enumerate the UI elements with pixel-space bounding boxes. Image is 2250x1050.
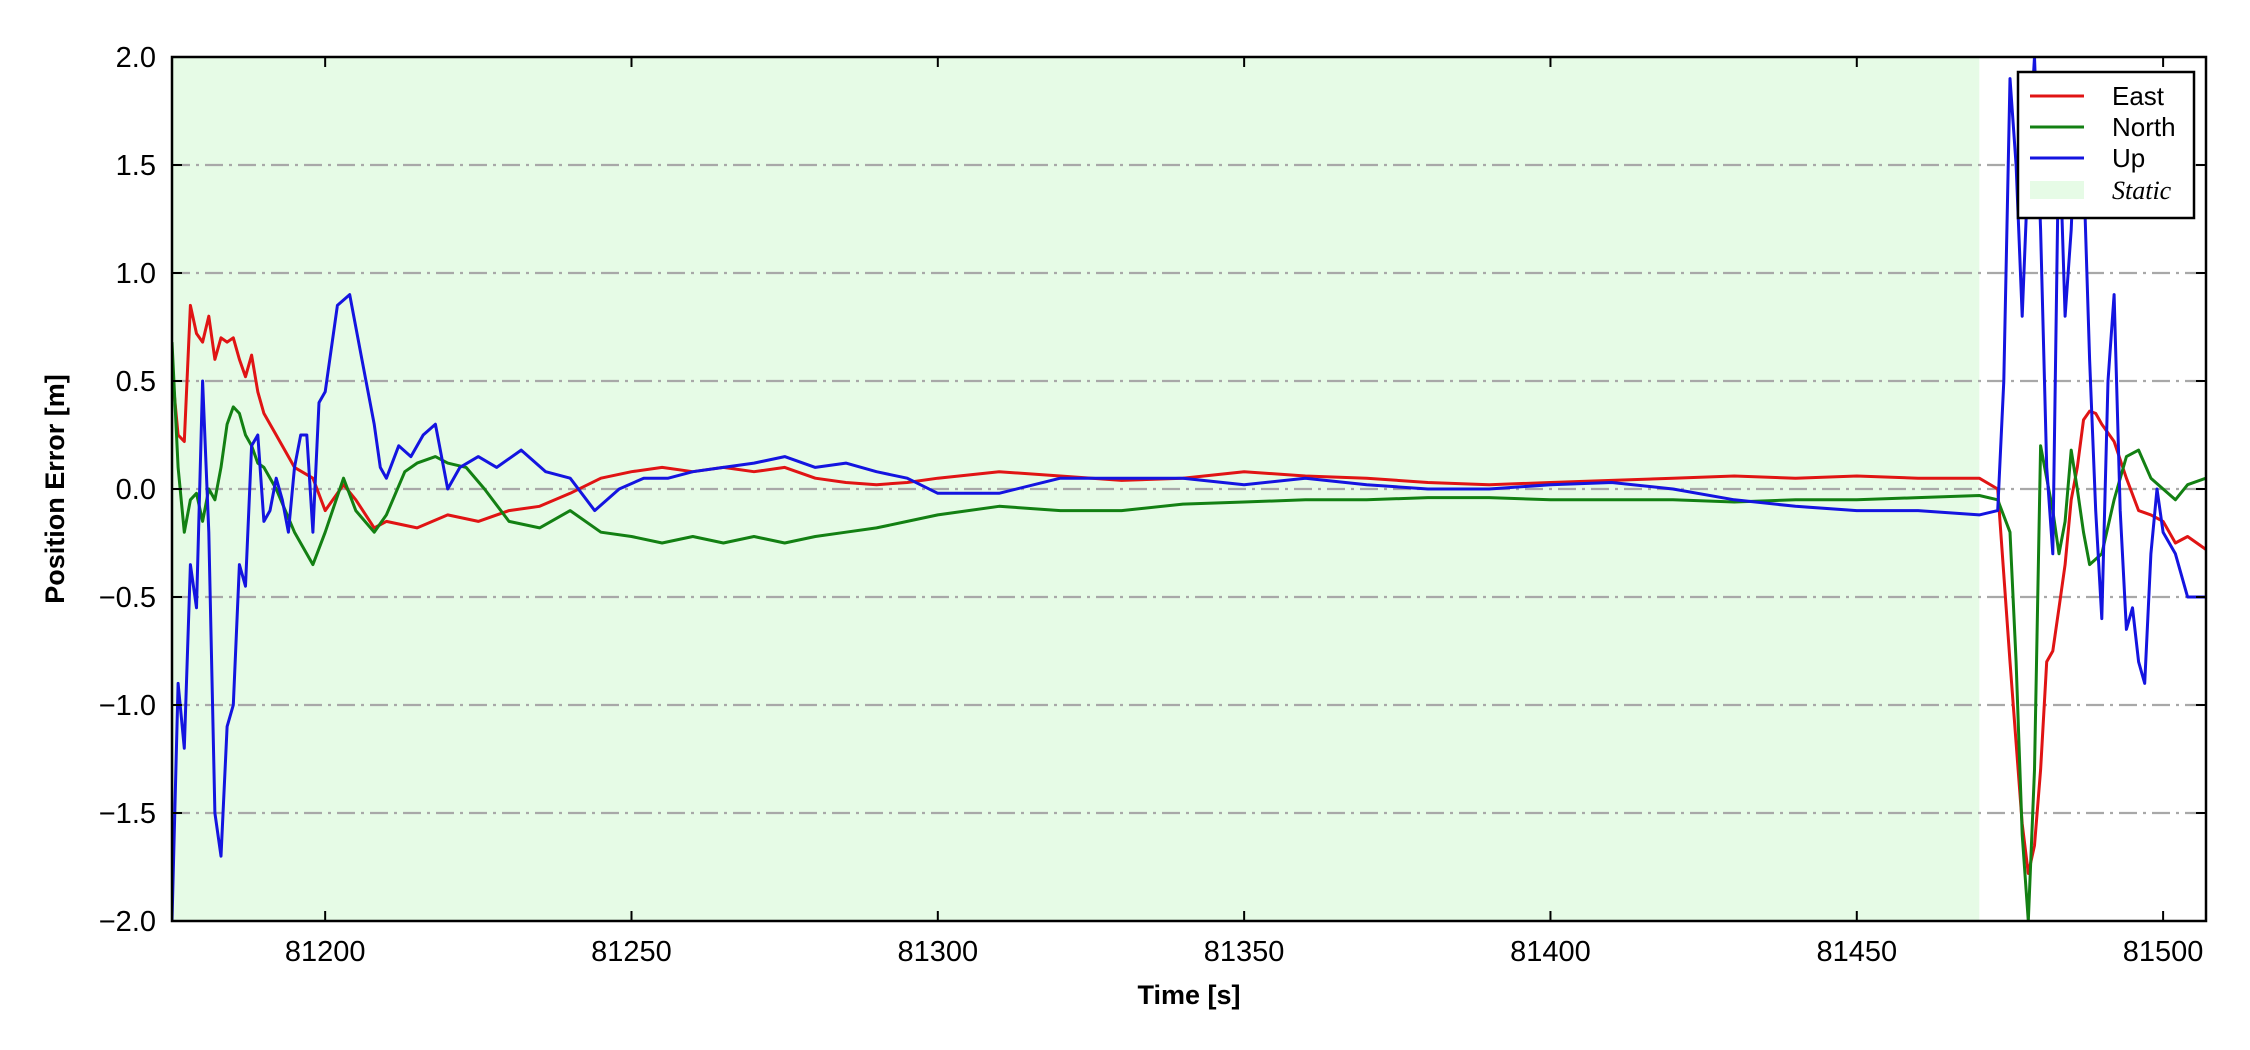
x-tick-label: 81450 xyxy=(1816,936,1897,968)
legend-label-east: East xyxy=(2112,81,2165,111)
y-tick-label: −2.0 xyxy=(99,906,156,938)
y-tick-label: −0.5 xyxy=(99,582,156,614)
y-tick-label: 1.0 xyxy=(116,258,156,290)
x-tick-label: 81350 xyxy=(1204,936,1285,968)
legend-label-up: Up xyxy=(2112,143,2145,173)
x-axis-title: Time [s] xyxy=(1137,980,1240,1010)
y-tick-label: 2.0 xyxy=(116,42,156,74)
x-tick-label: 81500 xyxy=(2123,936,2204,968)
y-tick-label: −1.0 xyxy=(99,690,156,722)
y-axis-title: Position Error [m] xyxy=(40,374,70,604)
y-tick-label: 0.5 xyxy=(116,366,156,398)
y-tick-label: 0.0 xyxy=(116,474,156,506)
legend-label-north: North xyxy=(2112,112,2176,142)
x-tick-label: 81300 xyxy=(897,936,978,968)
axis-ticks: 81200 81250 81300 81350 81400 81450 81500 −2.0 −… xyxy=(99,42,2206,968)
series-line-east xyxy=(172,303,2206,875)
y-tick-label: 1.5 xyxy=(116,150,156,182)
legend-swatch-static xyxy=(2030,181,2084,199)
legend-label-static: Static xyxy=(2112,176,2172,205)
legend: East North Up Static xyxy=(2016,70,2196,220)
grid-lines xyxy=(172,163,2206,815)
y-tick-label: −1.5 xyxy=(99,798,156,830)
x-tick-label: 81200 xyxy=(285,936,366,968)
x-tick-label: 81250 xyxy=(591,936,672,968)
x-tick-label: 81400 xyxy=(1510,936,1591,968)
